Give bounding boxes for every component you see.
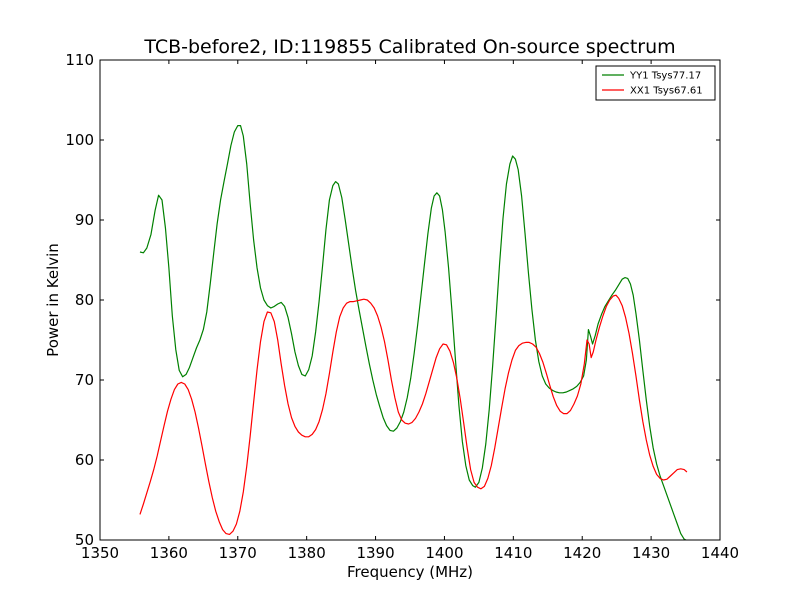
- y-axis-label: Power in Kelvin: [44, 243, 62, 357]
- series-line-2: [139, 294, 688, 535]
- y-tick-label: 100: [65, 131, 94, 149]
- x-tick-label: 1380: [288, 544, 326, 562]
- y-tick-label: 80: [75, 291, 94, 309]
- x-tick-label: 1420: [563, 544, 601, 562]
- series-line-1: [139, 125, 688, 540]
- x-tick-label: 1390: [356, 544, 394, 562]
- y-tick-label: 90: [75, 211, 94, 229]
- series-layer: [139, 125, 688, 540]
- axis-ticks: 1350 1360 1370 1380 1390 1400 1410 1420 1430 1440…: [65, 51, 739, 562]
- legend-label-2: XX1 Tsys67.61: [630, 86, 703, 97]
- x-tick-label: 1410: [494, 544, 532, 562]
- x-tick-label: 1350: [81, 544, 119, 562]
- x-tick-label: 1440: [701, 544, 739, 562]
- legend: YY1 Tsys77.17 XX1 Tsys67.61: [595, 65, 716, 101]
- x-tick-label: 1400: [425, 544, 463, 562]
- plot-frame: [99, 59, 721, 541]
- y-tick-label: 110: [65, 51, 94, 69]
- chart-title: TCB-before2, ID:119855 Calibrated On-sou…: [143, 36, 675, 58]
- x-tick-label: 1360: [150, 544, 188, 562]
- y-tick-label: 70: [75, 371, 94, 389]
- y-tick-label: 60: [75, 451, 94, 469]
- legend-box: [595, 65, 716, 101]
- legend-label-1: YY1 Tsys77.17: [629, 71, 701, 82]
- x-tick-label: 1430: [632, 544, 670, 562]
- x-axis-label: Frequency (MHz): [347, 563, 473, 581]
- x-tick-label: 1370: [219, 544, 257, 562]
- y-tick-label: 50: [75, 531, 94, 549]
- plot-area: [100, 60, 720, 540]
